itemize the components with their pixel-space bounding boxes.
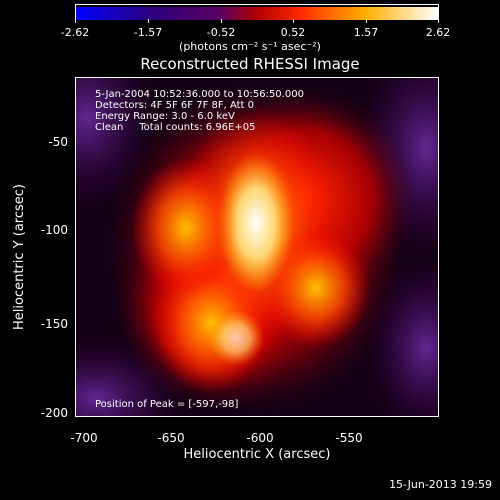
info-energy-range: Energy Range: 3.0 - 6.0 keV — [95, 111, 235, 122]
y-tick-label: -150 — [40, 317, 68, 331]
image-title: Reconstructed RHESSI Image — [140, 55, 360, 73]
colorbar-tick-label: 1.57 — [353, 26, 379, 39]
rhessi-image — [75, 77, 439, 417]
colorbar-tickmark — [366, 19, 367, 23]
colorbar-tick-label: 2.62 — [425, 26, 451, 39]
x-tick-label: -600 — [246, 431, 274, 445]
info-time-range: 5-Jan-2004 10:52:36.000 to 10:56:50.000 — [95, 89, 304, 100]
colorbar — [75, 4, 439, 20]
colorbar-tick-label: -0.52 — [206, 26, 236, 39]
info-clean-counts: Clean Total counts: 6.96E+05 — [95, 122, 256, 133]
x-tick-label: -650 — [157, 431, 185, 445]
colorbar-tick-label: -2.62 — [60, 26, 90, 39]
x-tick-label: -700 — [70, 431, 98, 445]
y-tick-label: -200 — [40, 406, 68, 420]
colorbar-tick-label: 0.52 — [280, 26, 306, 39]
timestamp: 15-Jun-2013 19:59 — [389, 478, 492, 491]
y-tick-label: -50 — [48, 135, 68, 149]
y-axis-label: Heliocentric Y (arcsec) — [12, 184, 27, 330]
colorbar-tickmark — [438, 19, 439, 23]
y-tick-label: -100 — [40, 223, 68, 237]
colorbar-tick-label: -1.57 — [133, 26, 163, 39]
colorbar-tickmark — [75, 19, 76, 23]
info-detectors: Detectors: 4F 5F 6F 7F 8F, Att 0 — [95, 100, 255, 111]
peak-position: Position of Peak = [-597,-98] — [95, 399, 239, 410]
x-axis-label: Heliocentric X (arcsec) — [183, 447, 331, 462]
colorbar-tickmark — [148, 19, 149, 23]
x-tick-label: -550 — [335, 431, 363, 445]
colorbar-units: (photons cm⁻² s⁻¹ asec⁻²) — [179, 40, 321, 53]
colorbar-tickmark — [221, 19, 222, 23]
colorbar-tickmark — [293, 19, 294, 23]
